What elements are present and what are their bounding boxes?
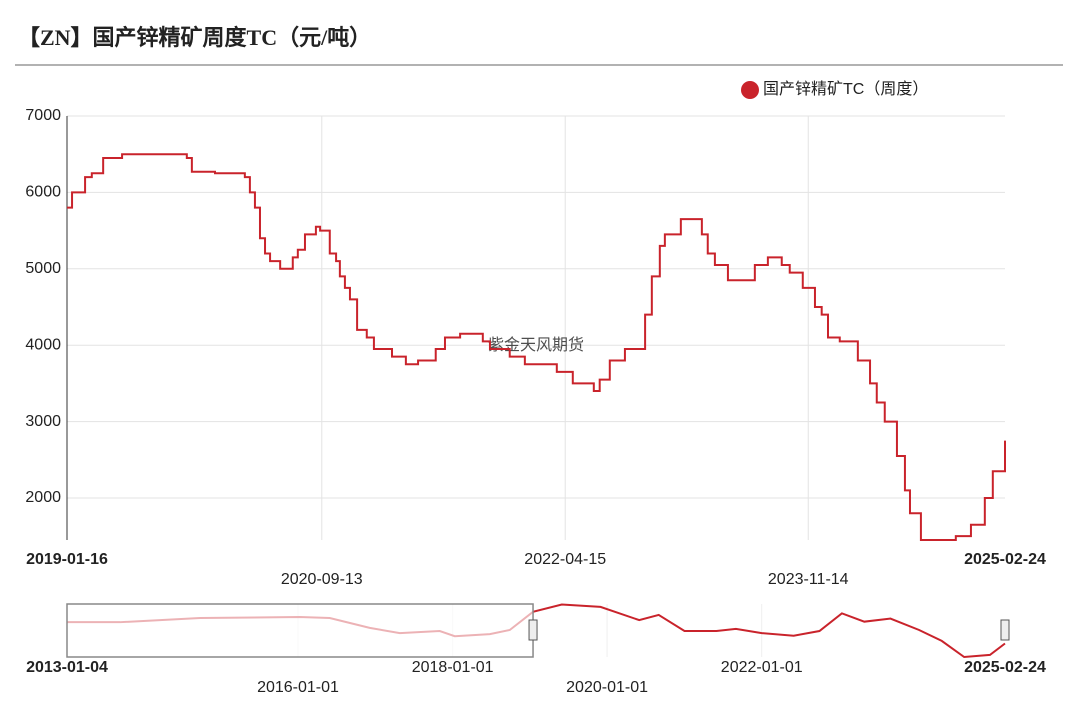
x-tick-label: 2020-01-01	[566, 679, 648, 696]
x-tick-label: 2018-01-01	[412, 659, 494, 676]
watermark: 紫金天风期货	[488, 336, 584, 354]
y-tick-label: 5000	[25, 260, 61, 277]
x-tick-label: 2013-01-04	[26, 659, 108, 676]
x-tick-label: 2025-02-24	[964, 659, 1046, 676]
navigator-mask	[66, 603, 534, 658]
chart-title: 【ZN】国产锌精矿周度TC（元/吨）	[18, 25, 371, 50]
navigator-handle[interactable]	[528, 619, 538, 641]
legend-label: 国产锌精矿TC（周度）	[763, 80, 928, 98]
y-tick-label: 4000	[25, 336, 61, 353]
y-tick-label: 6000	[25, 184, 61, 201]
x-tick-label: 2019-01-16	[26, 551, 108, 568]
x-tick-label: 2025-02-24	[964, 551, 1046, 568]
x-tick-label: 2022-01-01	[721, 659, 803, 676]
y-tick-label: 7000	[25, 107, 61, 124]
x-tick-label: 2022-04-15	[524, 551, 606, 568]
x-tick-label: 2020-09-13	[281, 571, 363, 588]
x-tick-label: 2016-01-01	[257, 679, 339, 696]
navigator-handle[interactable]	[1000, 619, 1010, 641]
y-tick-label: 3000	[25, 413, 61, 430]
series-line	[67, 153, 1006, 541]
legend-marker	[741, 81, 759, 99]
y-tick-label: 2000	[25, 489, 61, 506]
x-tick-label: 2023-11-14	[768, 571, 849, 588]
